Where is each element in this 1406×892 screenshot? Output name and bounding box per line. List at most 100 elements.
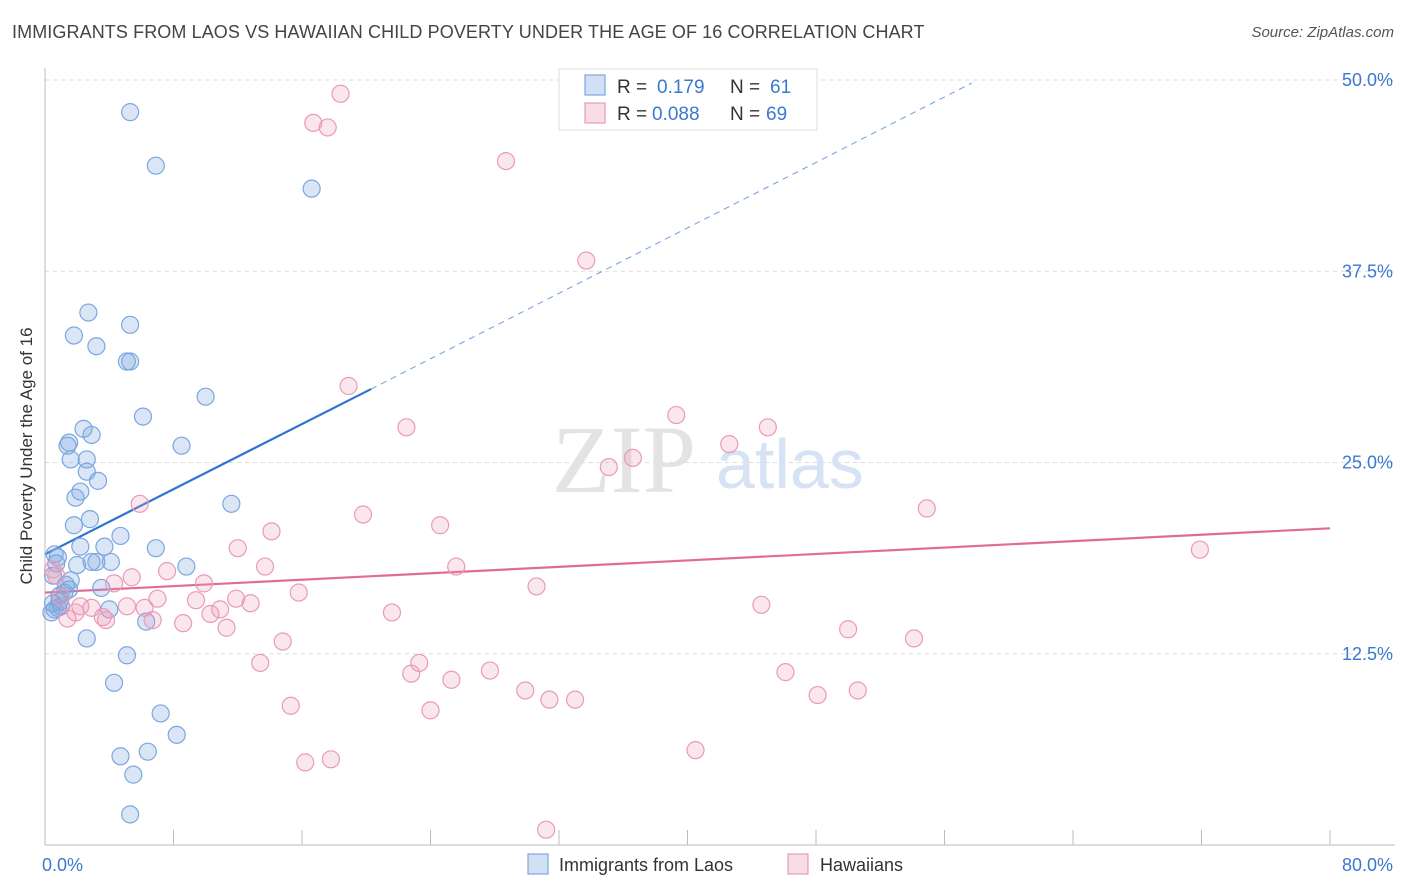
hawaiian-point-34: [382, 603, 402, 622]
hawaiian-point-14: [148, 589, 167, 608]
stats-r-label-blue: R =: [617, 77, 647, 98]
hawaiian-point-33: [353, 505, 373, 524]
series-legend: Immigrants from Laos Hawaiians: [527, 853, 903, 875]
hawaiian-point-46: [565, 690, 585, 709]
laos-point-8: [45, 545, 64, 564]
y-tick-label-0: 12.5%: [1342, 644, 1393, 664]
legend-label-hawaiians: Hawaiians: [820, 855, 903, 875]
hawaiian-point-1: [47, 566, 66, 585]
laos-point-15: [64, 516, 84, 535]
laos-point-36: [177, 557, 196, 576]
hawaiian-point-61: [1190, 540, 1209, 559]
laos-point-41: [64, 326, 84, 345]
hawaiian-point-45: [540, 690, 559, 709]
laos-point-20: [95, 537, 114, 556]
hawaiian-point-57: [839, 620, 858, 639]
legend-label-laos: Immigrants from Laos: [559, 855, 733, 875]
hawaiian-point-37: [410, 653, 429, 673]
hawaiian-point-56: [808, 685, 827, 705]
hawaiian-point-53: [752, 595, 771, 614]
laos-point-47: [222, 494, 241, 513]
laos-point-16: [71, 537, 90, 556]
laos-point-37: [121, 315, 140, 334]
legend-swatch-hawaiians: [787, 853, 809, 875]
hawaiian-point-47: [537, 820, 556, 839]
watermark-atlas: atlas: [716, 425, 864, 503]
hawaiian-point-42: [480, 661, 500, 680]
stats-legend: R = 0.179 N = 61 R = 0.088 N = 69: [558, 68, 818, 131]
hawaiian-point-19: [201, 604, 220, 624]
hawaiian-point-54: [758, 418, 777, 437]
laos-point-56: [111, 747, 130, 766]
hawaiian-point-27: [273, 632, 292, 651]
hawaiian-point-65: [496, 151, 516, 171]
hawaiian-point-44: [527, 577, 546, 596]
laos-point-19: [101, 552, 120, 572]
laos-point-59: [121, 805, 140, 824]
laos-point-43: [121, 103, 140, 122]
y-tick-labels: 12.5% 25.0% 37.5% 50.0%: [1342, 70, 1393, 664]
hawaiian-point-41: [447, 557, 466, 576]
stats-n-value-blue: 61: [770, 77, 791, 98]
hawaiian-point-25: [255, 557, 275, 576]
hawaiian-point-29: [289, 583, 308, 602]
hawaiian-point-64: [318, 118, 337, 137]
laos-point-51: [77, 629, 96, 648]
stats-r-label-pink: R =: [617, 104, 647, 125]
legend-swatch-laos: [527, 853, 549, 875]
hawaiian-point-50: [667, 405, 686, 425]
hawaiian-point-38: [421, 701, 440, 720]
hawaiian-point-55: [776, 663, 795, 682]
laos-point-35: [146, 539, 165, 558]
hawaiian-point-7: [93, 607, 112, 627]
hawaiian-point-39: [431, 516, 450, 535]
hawaiian-point-31: [321, 750, 341, 769]
laos-point-58: [124, 765, 143, 784]
stats-swatch-blue: [584, 74, 606, 96]
laos-point-18: [87, 552, 106, 572]
laos-point-50: [137, 612, 156, 631]
hawaiian-point-59: [904, 629, 924, 648]
hawaiian-point-17: [186, 591, 206, 610]
hawaiian-point-30: [296, 753, 315, 772]
hawaiian-point-10: [117, 597, 137, 616]
laos-point-21: [111, 526, 130, 546]
laos-point-44: [146, 156, 165, 175]
hawaiian-point-32: [339, 376, 358, 396]
laos-point-53: [104, 673, 124, 692]
stats-r-value-pink: 0.088: [652, 104, 700, 125]
hawaiian-point-21: [217, 618, 236, 637]
laos-point-33: [133, 407, 153, 426]
hawaiian-point-11: [122, 568, 141, 587]
hawaiian-point-58: [848, 681, 867, 700]
laos-point-23: [66, 488, 85, 507]
y-tick-label-3: 50.0%: [1342, 70, 1393, 90]
hawaiian-point-16: [174, 614, 193, 633]
laos-point-46: [172, 436, 191, 455]
hawaiian-trend-line: [44, 527, 1331, 594]
hawaiian-point-48: [599, 457, 618, 477]
stats-r-value-blue: 0.179: [657, 77, 705, 98]
hawaiian-point-66: [577, 251, 596, 270]
laos-point-32: [74, 419, 93, 438]
hawaiian-point-24: [251, 653, 270, 673]
hawaiian-point-18: [194, 574, 214, 593]
laos-point-34: [196, 387, 215, 406]
laos-trend-line: [44, 388, 372, 556]
x-tick-labels: 0.0% 80.0%: [42, 855, 1393, 875]
stats-n-label-pink: N =: [730, 104, 760, 125]
hawaiian-point-67: [130, 494, 149, 513]
hawaiian-point-63: [304, 113, 323, 132]
stats-n-value-pink: 69: [766, 104, 787, 125]
laos-point-45: [302, 179, 321, 198]
laos-point-27: [77, 450, 96, 469]
axes: [44, 68, 1395, 846]
laos-point-17: [82, 552, 101, 572]
hawaiian-point-68: [228, 539, 247, 558]
laos-point-52: [117, 646, 137, 665]
laos-point-39: [117, 352, 137, 371]
laos-trend-extension: [370, 82, 973, 390]
hawaiian-point-28: [281, 696, 300, 715]
stats-legend-box: [558, 68, 818, 131]
